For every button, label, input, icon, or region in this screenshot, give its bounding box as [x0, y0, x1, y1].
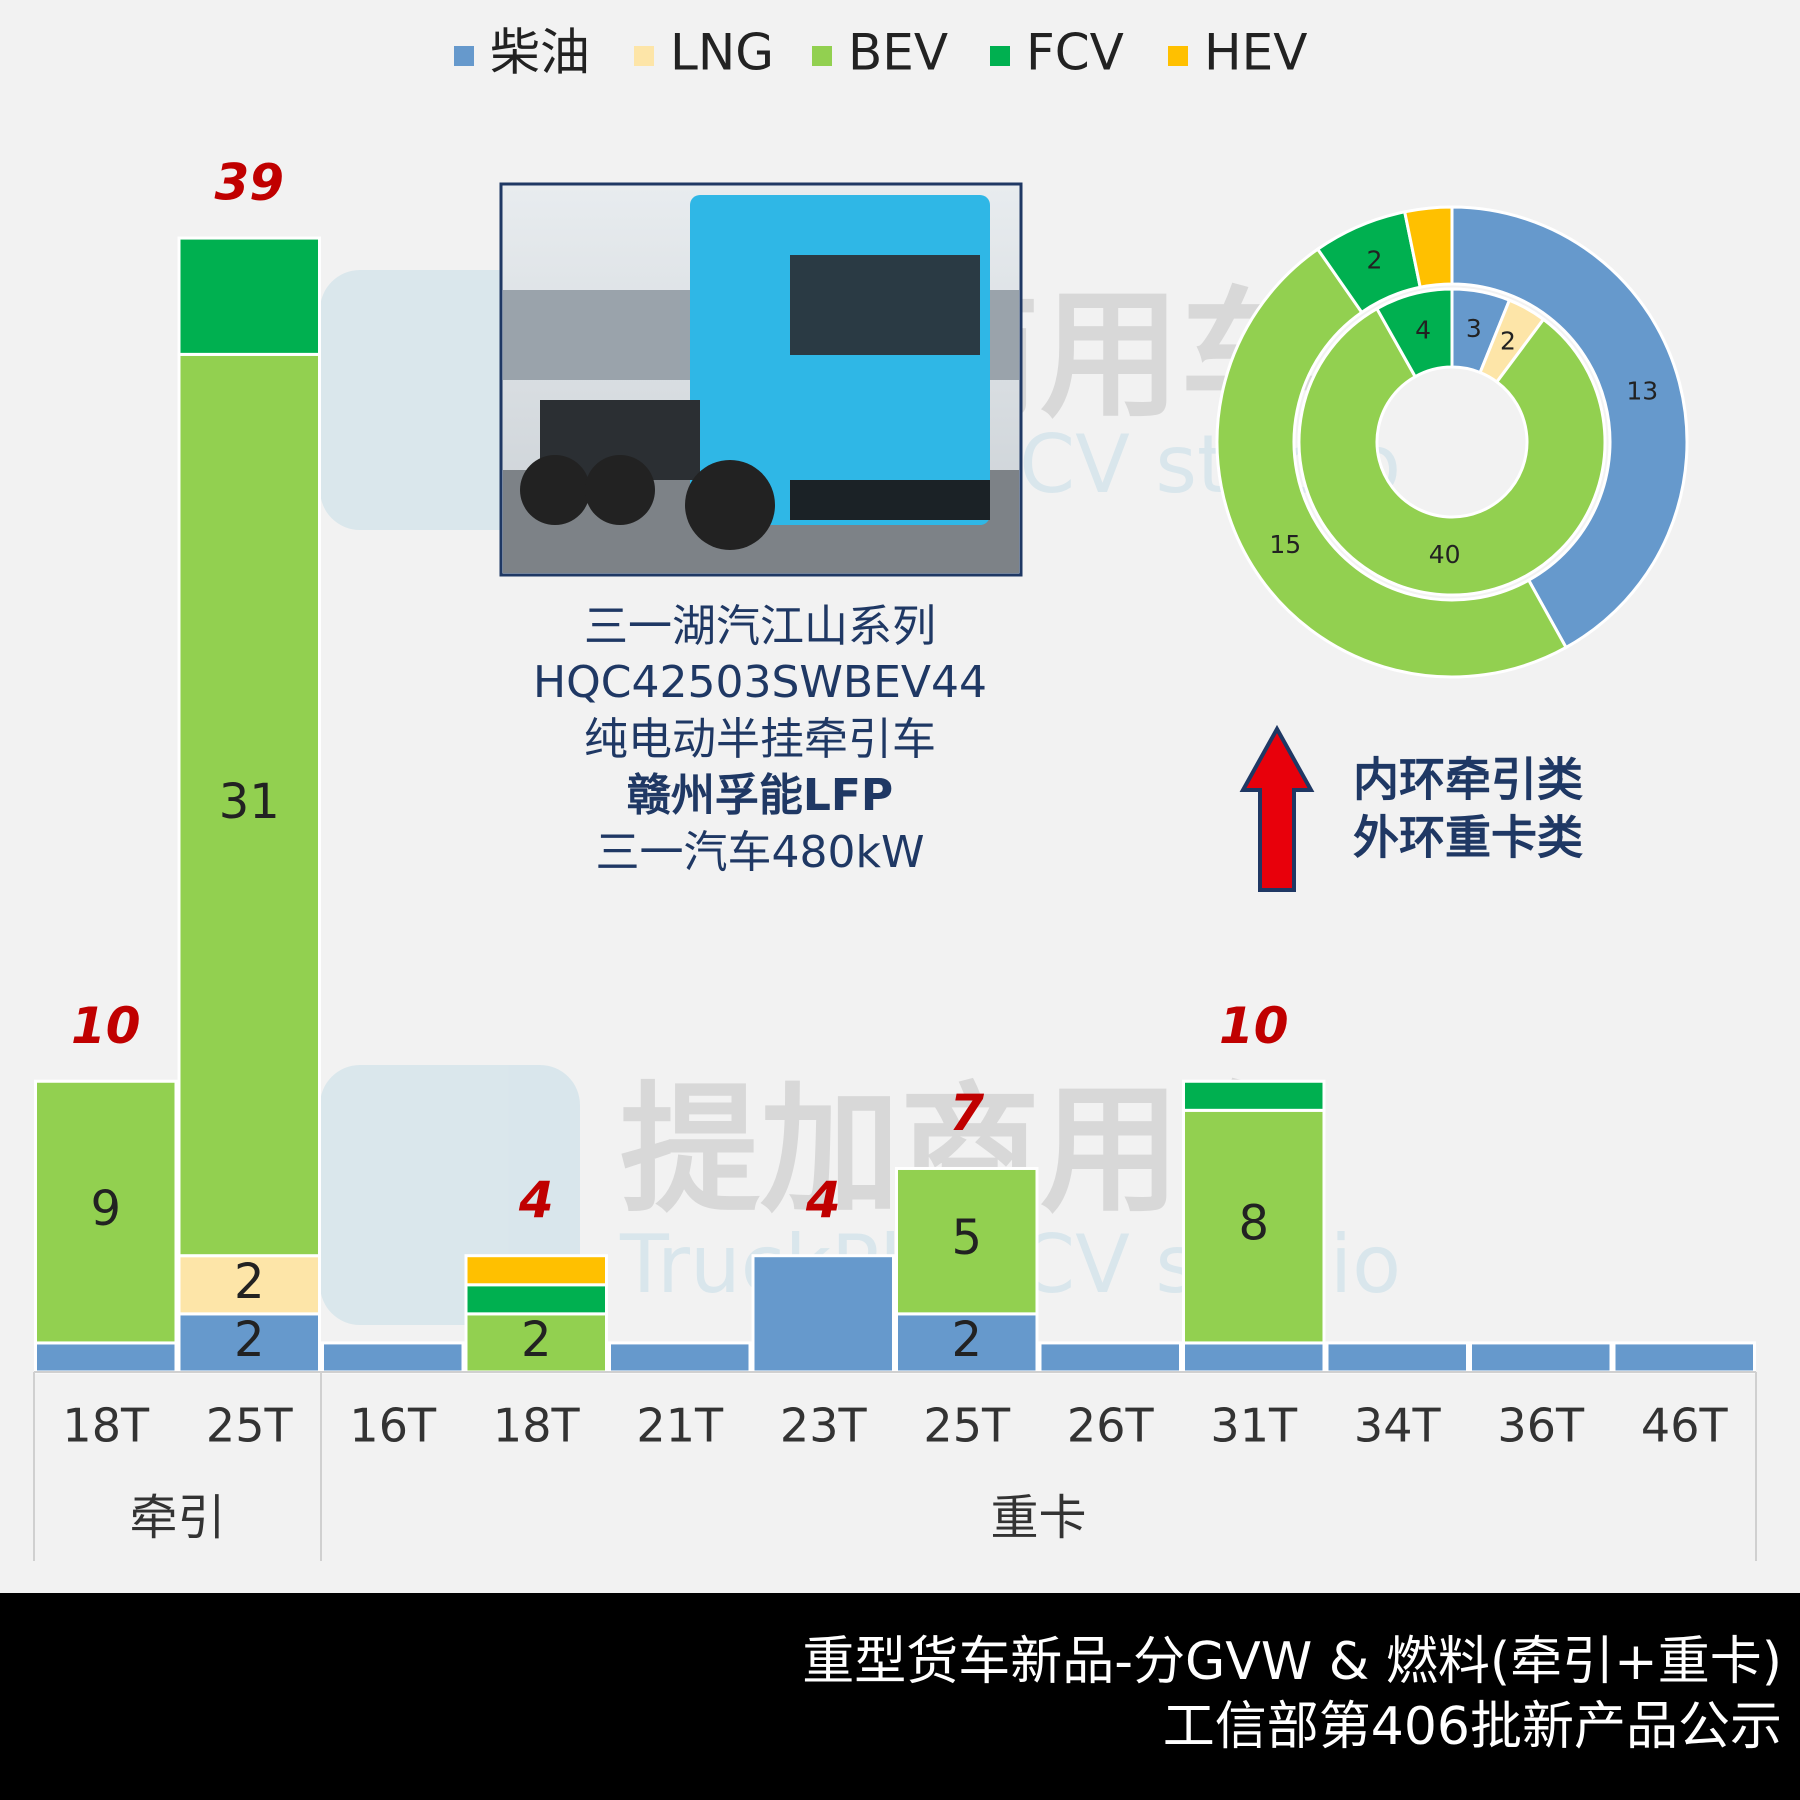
photo-caption: 三一湖汽江山系列 HQC42503SWBEV44 纯电动半挂牵引车 赣州孚能LF… — [533, 601, 987, 878]
donut-slice — [1450, 205, 1689, 650]
x-tick-label: 25T — [923, 1399, 1011, 1453]
photo-wheel — [520, 455, 590, 525]
caption-line: 三一湖汽江山系列 — [584, 601, 936, 652]
legend-label: BEV — [848, 24, 948, 82]
legend-swatch — [990, 46, 1010, 66]
caption-line: 赣州孚能LFP — [627, 770, 893, 821]
bar-segment — [464, 1254, 608, 1287]
bar-value-label: 31 — [219, 774, 280, 830]
photo-wheel — [585, 455, 655, 525]
photo-wheel — [685, 460, 775, 550]
bar-total-label: 10 — [1219, 997, 1289, 1055]
donut-label: 2 — [1500, 327, 1516, 356]
x-tick-label: 21T — [636, 1399, 724, 1453]
arrow — [1239, 724, 1315, 892]
annotation: 内环牵引类 — [1353, 753, 1583, 807]
bar-segment — [1182, 1341, 1326, 1374]
x-tick-label: 18T — [493, 1399, 581, 1453]
donut-label: 2 — [1367, 245, 1383, 274]
x-tick-label: 18T — [62, 1399, 150, 1453]
caption-line: 纯电动半挂牵引车 — [584, 714, 936, 765]
bar-segment — [177, 1254, 321, 1316]
x-tick-label: 16T — [349, 1399, 437, 1453]
x-tick-label: 25T — [206, 1399, 294, 1453]
bar-segment — [464, 1283, 608, 1316]
legend-label: LNG — [670, 24, 774, 82]
x-tick-label: 26T — [1067, 1399, 1155, 1453]
bar-value-label: 2 — [234, 1254, 265, 1310]
donut-label: 13 — [1626, 377, 1658, 406]
bar-total-label: 4 — [518, 1171, 554, 1229]
caption-line: 三一汽车480kW — [596, 827, 925, 878]
legend-swatch — [454, 46, 474, 66]
bar-segment — [608, 1341, 752, 1374]
bar-segment — [1182, 1079, 1326, 1112]
legend-swatch — [634, 46, 654, 66]
x-tick-label: 31T — [1210, 1399, 1298, 1453]
bar-value-label: 5 — [951, 1210, 982, 1266]
x-tick-label: 46T — [1641, 1399, 1729, 1453]
bar-total-label: 39 — [214, 154, 284, 212]
x-tick-label: 36T — [1497, 1399, 1585, 1453]
bar-segment — [321, 1341, 465, 1374]
bar-value-label: 2 — [234, 1312, 265, 1368]
bar-segment — [1612, 1341, 1756, 1374]
donut-slice — [1215, 247, 1569, 679]
footer-subtitle: 工信部第406批新产品公示 — [1163, 1697, 1782, 1757]
bar-segment — [1038, 1341, 1182, 1374]
bar-segment — [34, 1079, 178, 1345]
group-label: 重卡 — [990, 1490, 1086, 1546]
footer-title: 重型货车新品-分GVW & 燃料(牵引+重卡) — [802, 1632, 1782, 1692]
caption-line: HQC42503SWBEV44 — [533, 657, 987, 708]
bar-segment — [34, 1341, 178, 1374]
bar-value-label: 8 — [1238, 1196, 1269, 1252]
footer-bar — [0, 1593, 1800, 1800]
legend-label: 柴油 — [490, 24, 590, 82]
bar-total-label: 10 — [71, 997, 141, 1055]
donut-label: 15 — [1269, 530, 1301, 559]
donut-slice — [1374, 287, 1454, 379]
photo-bumper — [790, 480, 990, 520]
bar-total-label: 7 — [949, 1084, 984, 1142]
bar-segment — [895, 1166, 1039, 1316]
x-tick-label: 23T — [780, 1399, 868, 1453]
bar-segment — [751, 1254, 895, 1374]
bar-total-label: 4 — [805, 1171, 841, 1229]
legend-label: FCV — [1026, 24, 1124, 82]
x-tick-label: 34T — [1354, 1399, 1442, 1453]
donut-label: 4 — [1415, 316, 1431, 345]
bar-segment — [177, 236, 321, 356]
legend-swatch — [812, 46, 832, 66]
bar-segment — [177, 352, 321, 1258]
legend-label: HEV — [1204, 24, 1307, 82]
truck-photo — [499, 182, 1023, 577]
bar-segment — [895, 1312, 1039, 1374]
annotation: 外环重卡类 — [1353, 811, 1583, 865]
bar-segment — [1469, 1341, 1613, 1374]
legend-swatch — [1168, 46, 1188, 66]
bar-value-label: 9 — [90, 1181, 121, 1237]
donut-slice — [1402, 205, 1454, 290]
donut-slice — [1297, 306, 1607, 597]
bar-segment — [1325, 1341, 1469, 1374]
photo-truck-window — [790, 255, 980, 355]
bar-value-label: 2 — [521, 1312, 552, 1368]
donut-label: 40 — [1429, 540, 1461, 569]
bar-value-label: 2 — [951, 1312, 982, 1368]
group-label: 牵引 — [129, 1490, 225, 1546]
donut-label: 3 — [1466, 314, 1482, 343]
